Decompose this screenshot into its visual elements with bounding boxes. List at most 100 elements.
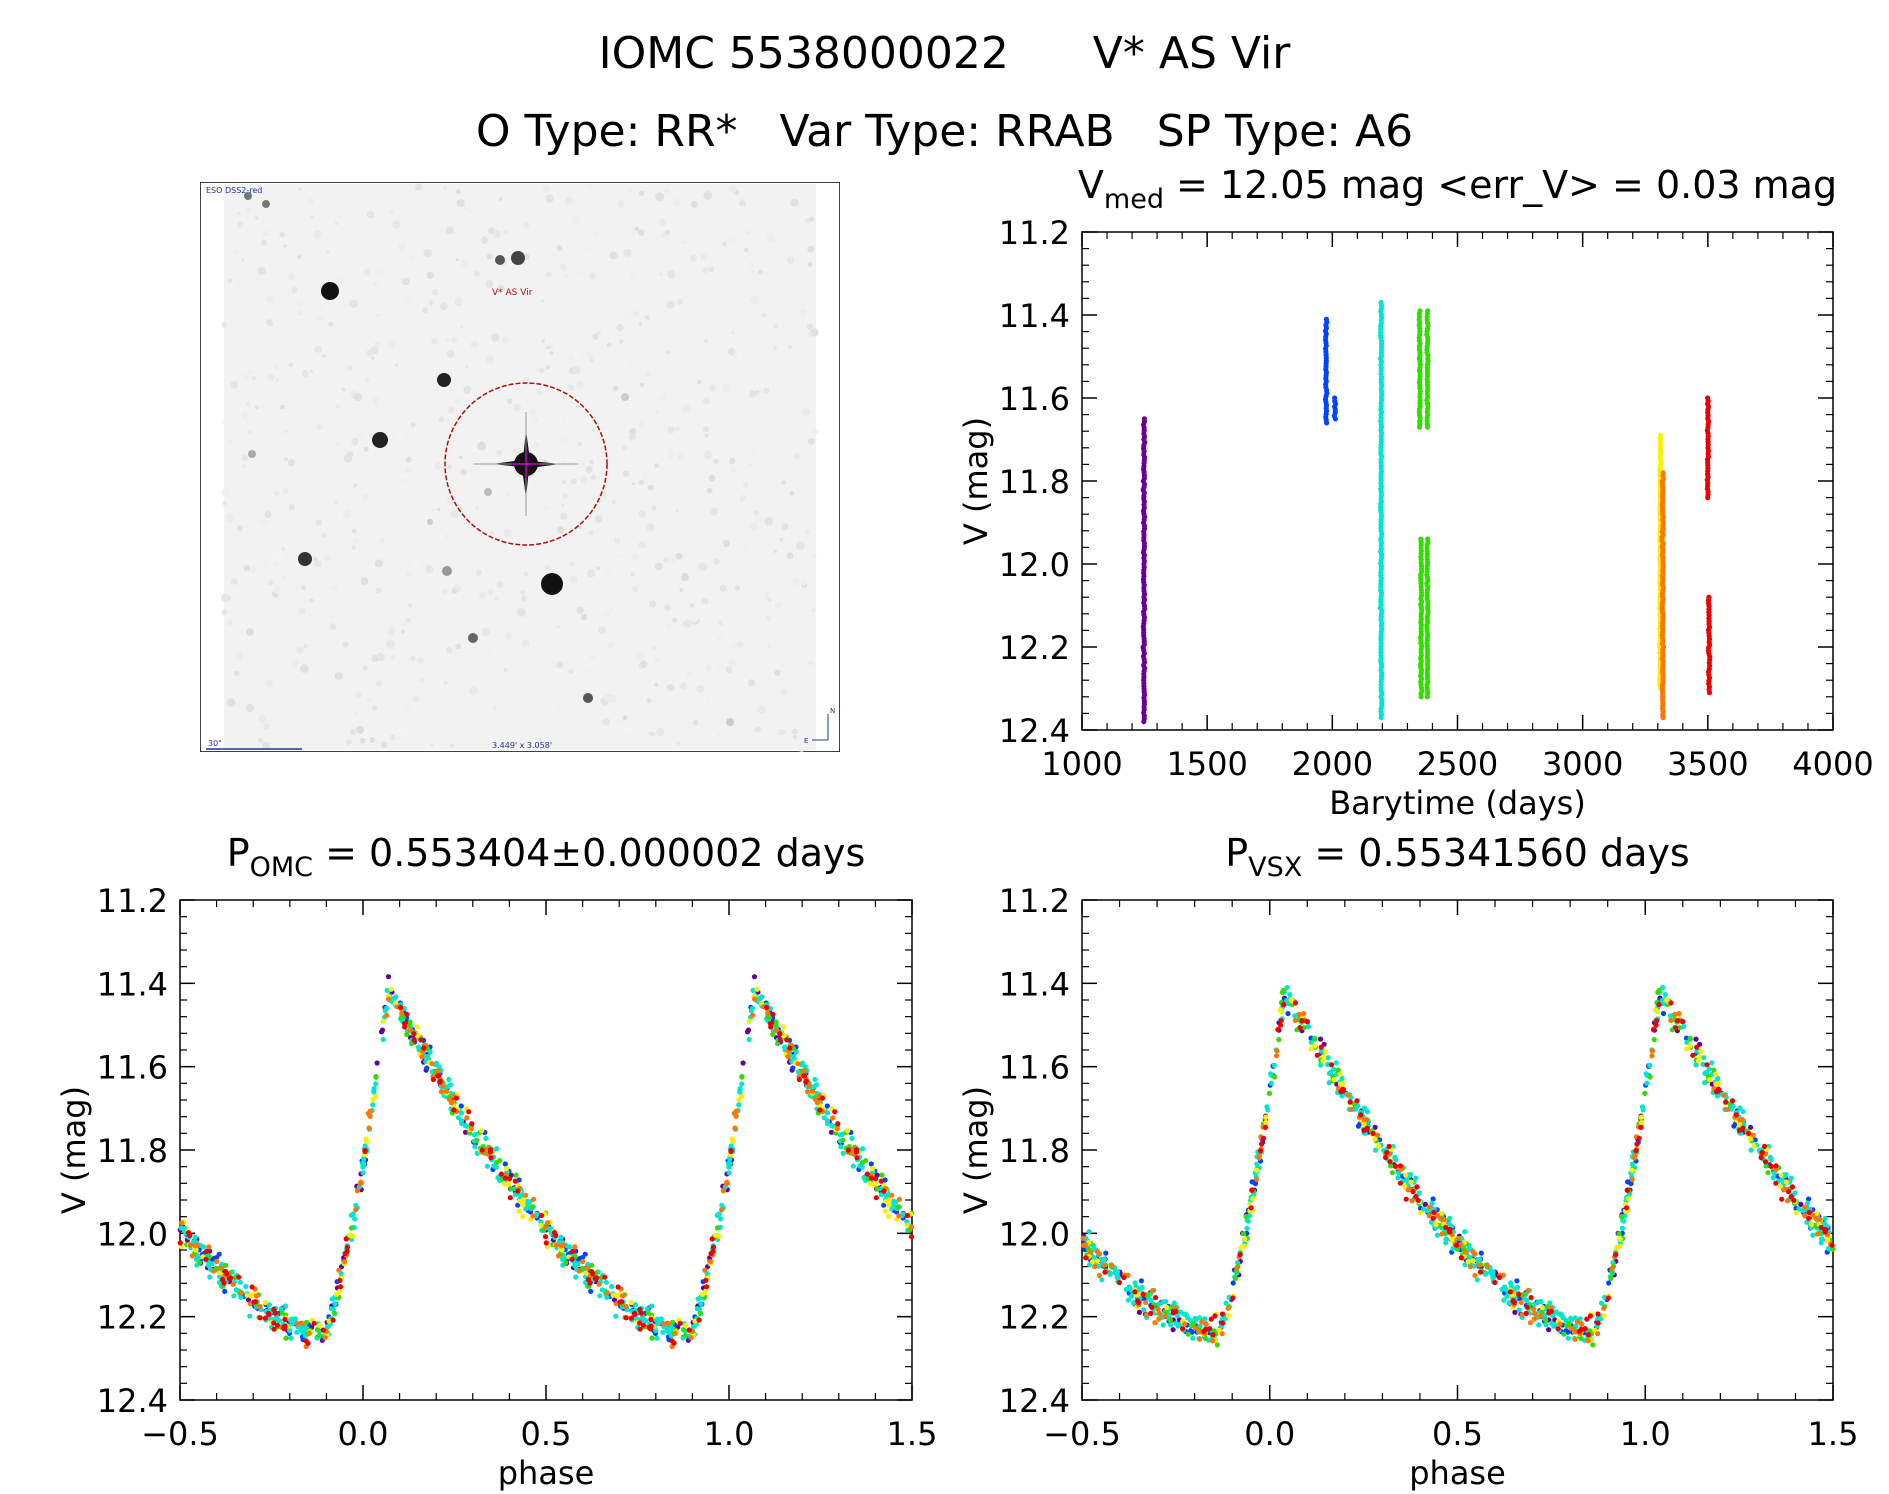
data-point	[555, 1253, 562, 1259]
data-point	[1478, 1250, 1484, 1256]
sky-noise	[369, 374, 378, 383]
sky-noise	[525, 612, 533, 620]
data-point	[739, 1074, 745, 1080]
sky-noise	[569, 575, 578, 584]
y-tick-label: 11.2	[999, 882, 1070, 920]
sky-noise	[722, 539, 731, 548]
sky-noise	[439, 302, 448, 311]
data-point	[1214, 1342, 1220, 1348]
sky-noise	[333, 499, 339, 506]
star	[621, 393, 629, 401]
sky-noise	[404, 297, 412, 305]
sky-noise	[254, 216, 259, 220]
data-point	[1492, 1279, 1498, 1286]
sky-noise	[370, 356, 375, 360]
data-point	[236, 1274, 242, 1280]
sky-noise	[386, 586, 395, 595]
sky-noise	[728, 184, 737, 193]
sky-noise	[567, 297, 573, 303]
sky-noise	[809, 581, 815, 587]
sky-noise	[425, 565, 434, 573]
data-point	[1531, 1316, 1537, 1322]
data-point	[421, 1045, 427, 1051]
data-point	[1822, 1215, 1828, 1221]
sky-noise	[341, 387, 346, 392]
sky-noise	[463, 206, 469, 212]
data-point	[416, 1044, 422, 1050]
data-point	[304, 1319, 310, 1325]
data-point	[1568, 1325, 1574, 1331]
sky-noise	[325, 250, 330, 254]
sky-noise	[406, 519, 411, 525]
data-point	[727, 1156, 733, 1162]
sky-noise	[541, 339, 546, 343]
data-point	[750, 1005, 756, 1011]
data-point	[764, 1004, 770, 1011]
data-point	[665, 1321, 671, 1327]
star	[372, 432, 388, 448]
data-point	[780, 1024, 787, 1030]
data-point	[637, 1326, 643, 1332]
sky-noise	[426, 271, 434, 279]
data-point	[177, 1240, 183, 1246]
sky-noise	[410, 255, 416, 261]
data-point	[1656, 1001, 1662, 1008]
data-point	[1536, 1322, 1542, 1328]
data-point	[1086, 1229, 1092, 1235]
data-point	[1543, 1317, 1549, 1323]
data-point	[860, 1146, 866, 1152]
data-point	[404, 1011, 410, 1017]
sky-noise	[460, 324, 464, 329]
sky-noise	[302, 439, 310, 447]
sky-noise	[784, 474, 789, 479]
data-point	[603, 1279, 609, 1285]
data-point	[1619, 1225, 1626, 1231]
sky-noise	[606, 342, 612, 348]
data-point	[572, 1244, 578, 1250]
sky-noise	[250, 566, 257, 573]
y-tick-label: 11.6	[97, 1049, 168, 1087]
data-point	[1709, 1060, 1715, 1066]
data-point	[615, 1284, 621, 1290]
sky-noise	[473, 270, 480, 277]
data-point	[1786, 1189, 1792, 1195]
sky-noise	[729, 457, 736, 464]
data-point	[1639, 1104, 1645, 1110]
data-point	[1729, 1098, 1736, 1104]
data-point	[262, 1315, 268, 1321]
sky-noise	[363, 446, 369, 452]
data-point	[698, 1301, 704, 1307]
data-point	[316, 1332, 322, 1339]
data-point	[494, 1146, 500, 1152]
sky-noise	[590, 654, 595, 659]
sky-noise	[331, 585, 338, 592]
data-point	[563, 1260, 569, 1266]
data-point	[1325, 1055, 1331, 1061]
sky-noise	[513, 403, 522, 412]
sky-noise	[273, 490, 280, 497]
sky-noise	[663, 557, 669, 563]
sky-noise	[423, 248, 432, 258]
data-point	[791, 1053, 797, 1060]
data-point	[1649, 1053, 1655, 1059]
sky-noise	[262, 230, 269, 237]
sky-noise	[630, 572, 635, 577]
data-point	[1292, 1017, 1298, 1024]
data-point	[874, 1186, 880, 1192]
data-point	[1125, 1297, 1131, 1303]
data-point	[1181, 1311, 1187, 1317]
sky-noise	[315, 519, 323, 526]
sky-noise	[727, 347, 736, 356]
data-point	[790, 1065, 796, 1071]
data-point	[257, 1303, 263, 1310]
data-point	[438, 1089, 444, 1095]
sky-noise	[698, 562, 708, 572]
data-point	[1393, 1157, 1399, 1163]
data-point	[1629, 1161, 1635, 1167]
sky-noise	[614, 537, 621, 544]
y-axis-label: V (mag)	[957, 1086, 995, 1214]
sky-noise	[350, 729, 356, 736]
sky-noise	[716, 635, 724, 642]
data-point	[1348, 1106, 1354, 1113]
data-point	[1520, 1292, 1526, 1298]
